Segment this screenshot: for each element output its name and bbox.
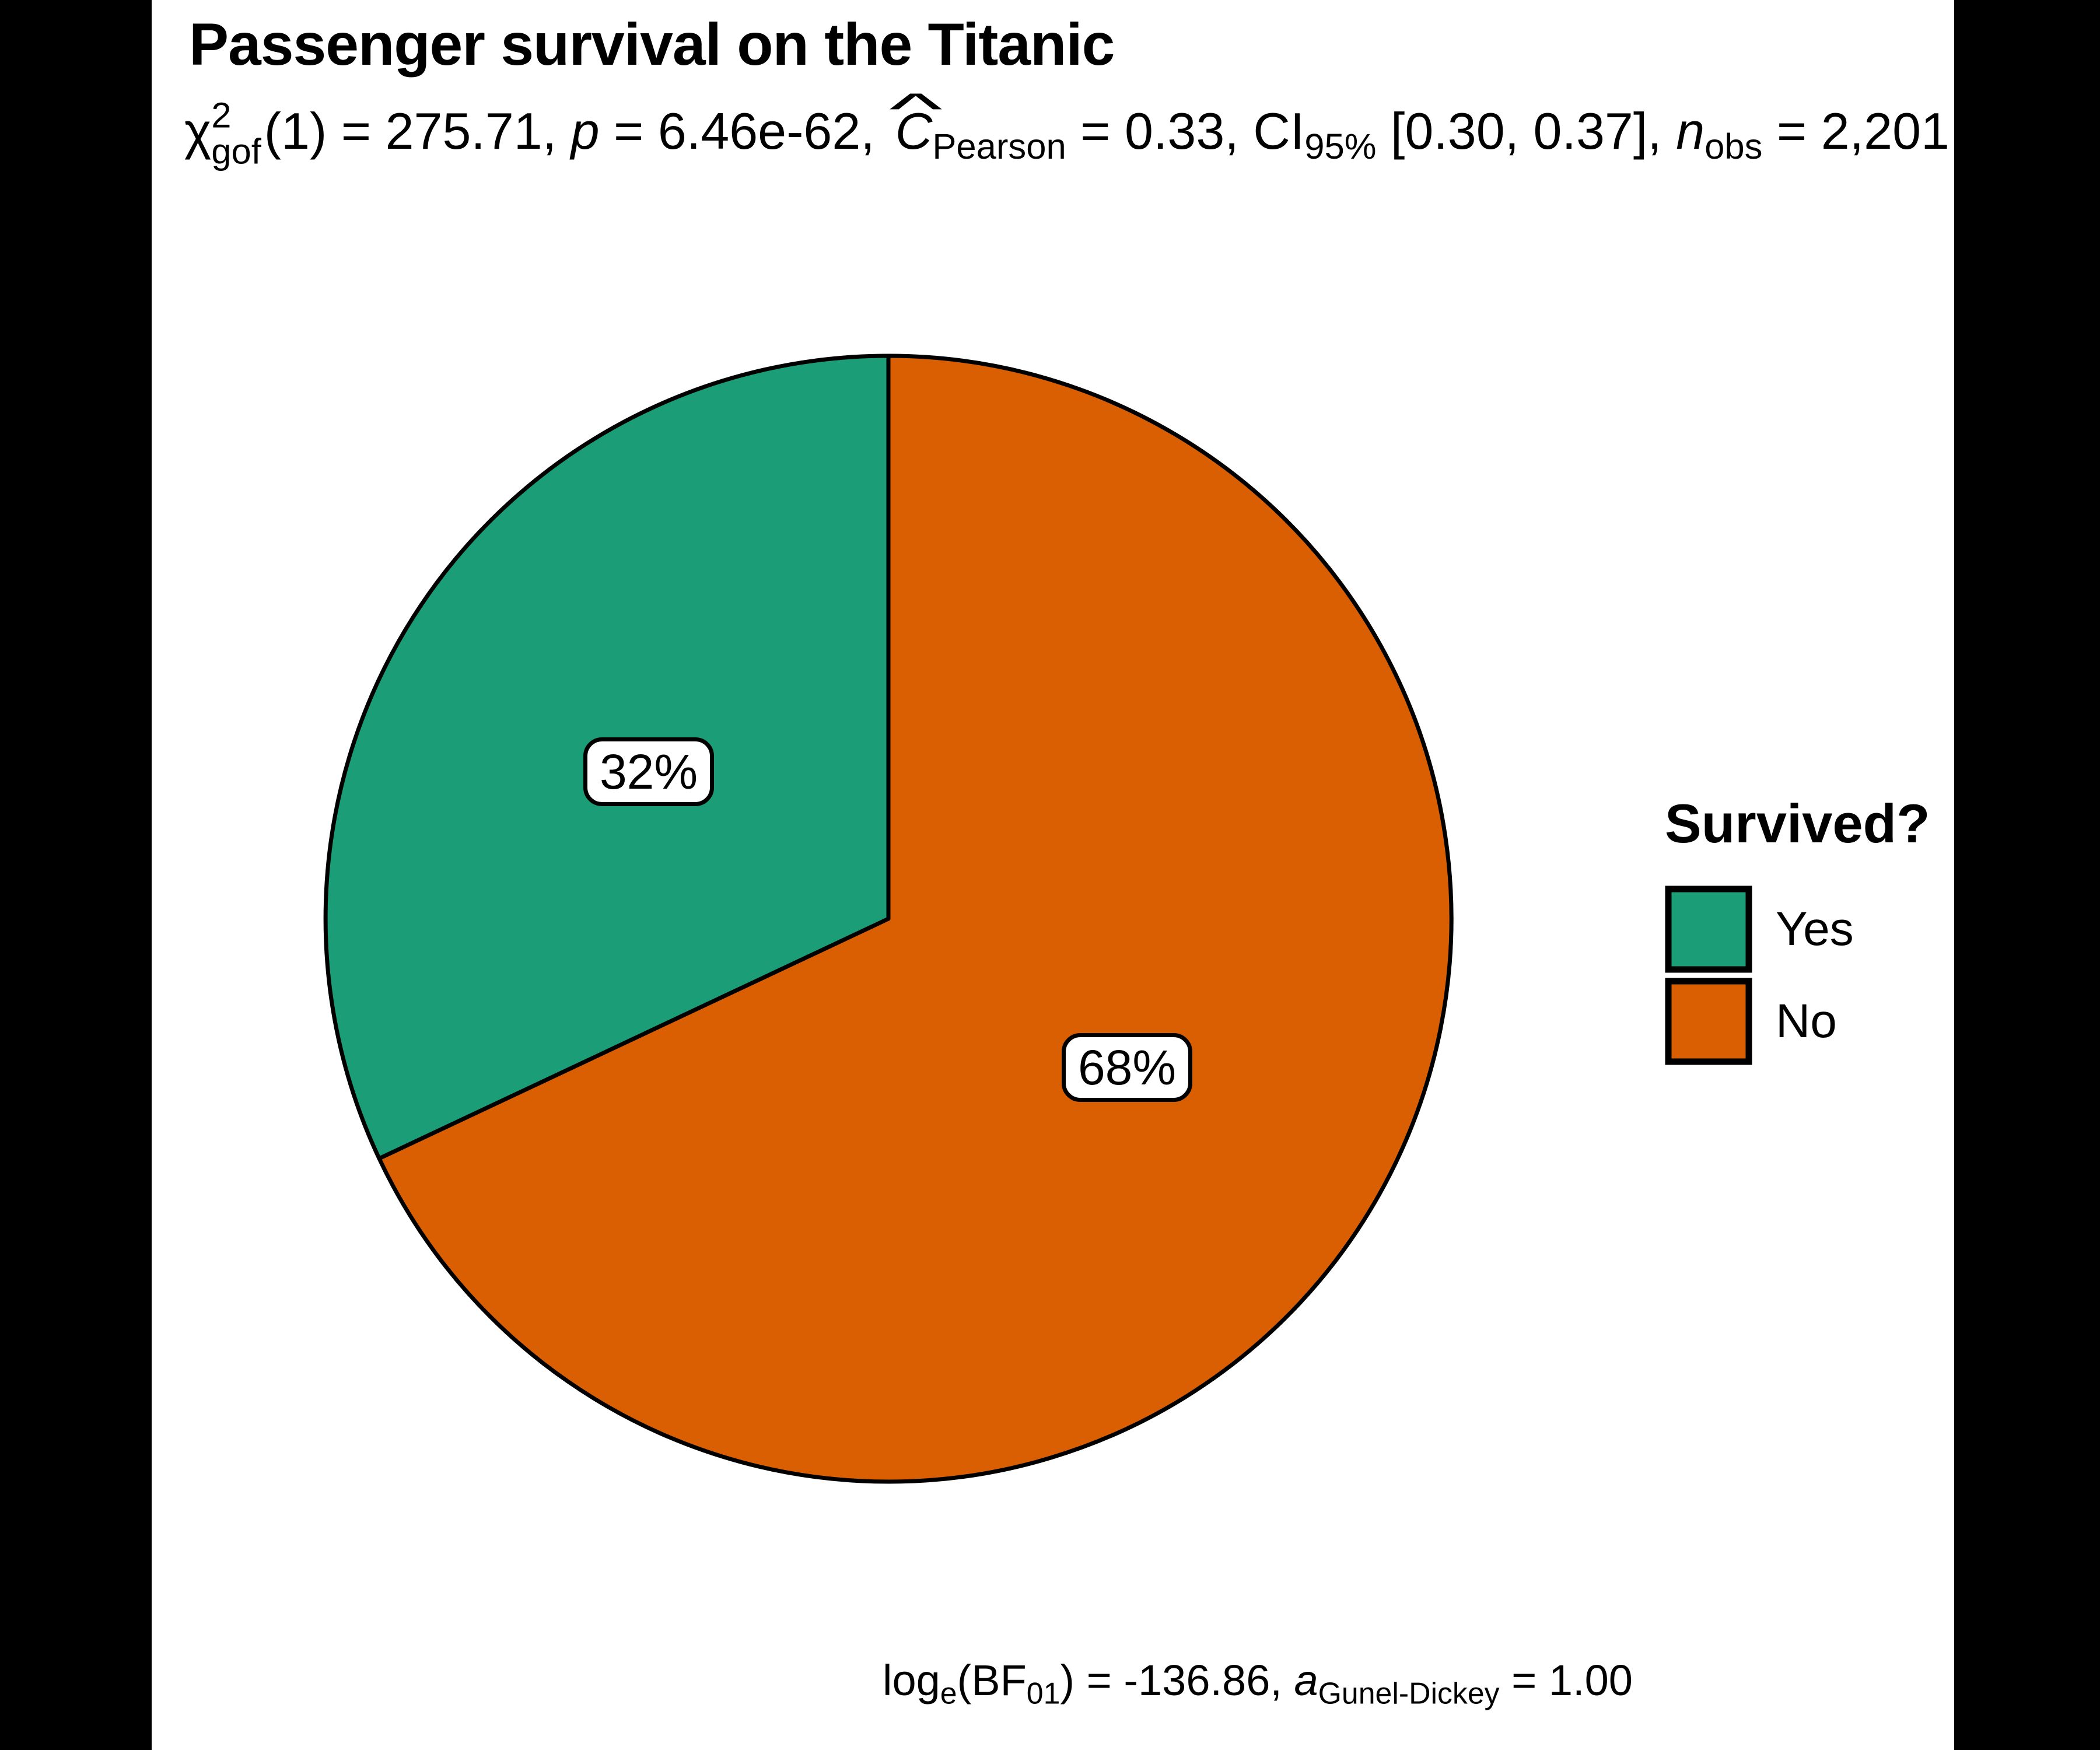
chart-caption-stats: loge(BF01) = -136.86, aGunel-Dickey = 1.… — [883, 1656, 1633, 1711]
pie-chart-svg — [323, 354, 1454, 1484]
c-hat-wrap: ^ C — [889, 84, 942, 164]
chart-subtitle-stats: χ 2 gof (1) = 275.71, p = 6.46e-62, ^ CPears… — [184, 84, 1950, 172]
caption-a-value: = 1.00 — [1499, 1656, 1633, 1704]
chi-symbol: χ — [184, 102, 212, 160]
percent-label-no-text: 68% — [1077, 1040, 1177, 1095]
a-symbol: a — [1294, 1656, 1318, 1704]
percent-label-yes: 32% — [583, 737, 714, 806]
a-subscript: Gunel-Dickey — [1318, 1676, 1500, 1710]
legend-title: Survived? — [1665, 793, 1930, 854]
percent-label-yes-text: 32% — [599, 744, 698, 799]
n-subscript: obs — [1704, 127, 1763, 167]
legend-item-no: No — [1665, 978, 1930, 1065]
p-symbol: p — [570, 102, 600, 160]
caption-bf-value: ) = -136.86, — [1060, 1656, 1294, 1704]
n-symbol: n — [1676, 102, 1705, 160]
subtitle-n-value: = 2,201 — [1762, 102, 1950, 160]
caption-bf-subscript: 01 — [1026, 1676, 1060, 1710]
c-symbol: C — [895, 102, 933, 160]
caption-log: log — [883, 1656, 940, 1704]
legend-item-yes: Yes — [1665, 886, 1930, 973]
legend-swatch-yes-icon — [1665, 886, 1752, 973]
chi-subscript: gof — [211, 131, 261, 172]
chi-superscript: 2 — [211, 95, 232, 136]
plot-canvas: Passenger survival on the Titanic χ 2 gof(… — [152, 0, 1954, 1750]
caption-log-subscript: e — [940, 1676, 957, 1710]
legend-label-no: No — [1776, 995, 1837, 1048]
hat-mark: ^ — [889, 84, 943, 134]
caption-bf-open: (BF — [957, 1656, 1027, 1704]
pie-slice-no — [377, 354, 1454, 1484]
ci-subscript: 95% — [1304, 127, 1377, 167]
legend-label-yes: Yes — [1776, 902, 1854, 956]
chi-scripts: 2 gof — [211, 95, 261, 172]
subtitle-ci-value: [0.30, 0.37], — [1376, 102, 1676, 160]
c-subscript: Pearson — [932, 127, 1066, 167]
legend: Survived? Yes No — [1665, 792, 1930, 1070]
subtitle-chisq-value: (1) = 275.71, — [264, 102, 571, 160]
percent-label-no: 68% — [1062, 1033, 1192, 1102]
subtitle-p-value: = 6.46e-62, — [599, 102, 890, 160]
legend-swatch-no-icon — [1665, 978, 1752, 1065]
subtitle-c-value: = 0.33, CI — [1066, 102, 1305, 160]
chart-title: Passenger survival on the Titanic — [189, 11, 1115, 78]
